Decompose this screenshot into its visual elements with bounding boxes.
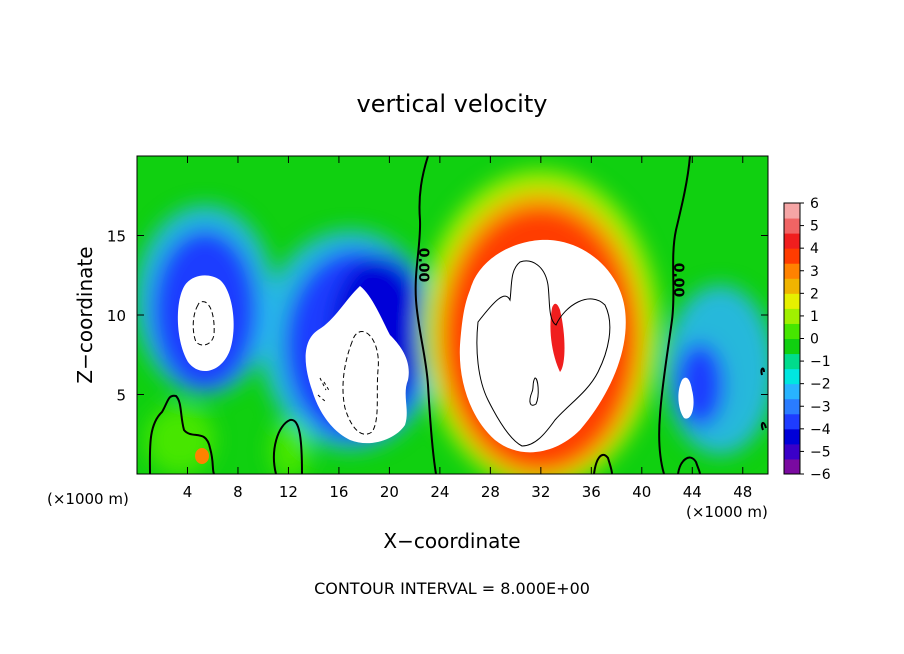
x-tick-label: 36: [582, 483, 601, 501]
colorbar-tick-label: 5: [810, 219, 819, 235]
x-tick-label: 16: [329, 483, 348, 501]
colorbar: 6 5 4 3 2 1 0 −1 −2 −3 −4 −5 −6: [783, 196, 831, 483]
colorbar-swatch: [784, 308, 800, 324]
colorbar-swatch: [784, 413, 800, 430]
x-tick-label: 32: [531, 483, 550, 501]
x-unit-left: (×1000 m): [47, 490, 129, 508]
colorbar-swatch: [784, 203, 800, 219]
colorbar-tick-label: 3: [810, 264, 819, 280]
colorbar-tick-label: −3: [810, 399, 831, 415]
chart-title: vertical velocity: [357, 90, 548, 118]
x-tick-label: 12: [279, 483, 298, 501]
x-tick-label: 44: [683, 483, 702, 501]
colorbar-swatch: [784, 368, 800, 385]
colorbar-swatch: [784, 458, 800, 475]
colorbar-swatch: [784, 428, 800, 445]
colorbar-swatch: [784, 233, 800, 249]
colorbar-tick-label: −5: [810, 444, 831, 460]
colorbar-swatch: [784, 248, 800, 264]
contour-label-left: 0.00: [415, 248, 431, 283]
y-axis: 5 10 15: [107, 228, 768, 405]
colorbar-swatch: [784, 443, 800, 460]
x-tick-label: 4: [183, 483, 193, 501]
colorbar-swatch: [784, 398, 800, 415]
velocity-field: 0.00 0.00: [137, 156, 768, 474]
colorbar-tick-label: 4: [810, 241, 819, 257]
colorbar-swatch: [784, 293, 800, 309]
y-tick-label: 10: [107, 307, 126, 325]
y-tick-label: 5: [116, 387, 126, 405]
colorbar-swatch: [784, 278, 800, 294]
colorbar-swatch: [784, 353, 800, 370]
contour-interval-footer: CONTOUR INTERVAL = 8.000E+00: [314, 579, 590, 598]
colorbar-swatch: [784, 383, 800, 400]
x-tick-label: 28: [481, 483, 500, 501]
colorbar-tick-label: 0: [810, 332, 819, 348]
x-tick-label: 24: [430, 483, 449, 501]
contour-label-right: 0.00: [670, 263, 686, 298]
colorbar-tick-label: −1: [810, 354, 831, 370]
colorbar-swatch: [784, 263, 800, 279]
updraft-core: [459, 239, 626, 453]
central-downdraft-core: [305, 286, 409, 444]
colorbar-tick-label: −6: [810, 467, 831, 483]
y-axis-label: Z−coordinate: [73, 246, 97, 383]
colorbar-tick-label: −2: [810, 377, 831, 393]
colorbar-tick-label: 6: [810, 196, 819, 212]
x-tick-label: 48: [733, 483, 752, 501]
colorbar-swatch: [784, 323, 800, 339]
right-downdraft-core: [678, 377, 694, 419]
colorbar-swatch: [784, 218, 800, 234]
x-tick-label: 20: [380, 483, 399, 501]
y-tick-label: 15: [107, 228, 126, 246]
zero-contour-right: [658, 156, 691, 474]
colorbar-tick-label: 2: [810, 286, 819, 302]
x-unit-right: (×1000 m): [686, 503, 768, 521]
left-downdraft-core: [177, 275, 234, 372]
x-axis-label: X−coordinate: [383, 529, 520, 553]
colorbar-swatch: [784, 338, 800, 355]
x-tick-label: 40: [632, 483, 651, 501]
colorbar-tick-label: −4: [810, 422, 831, 438]
x-tick-label: 8: [233, 483, 243, 501]
x-axis: 4 8 12 16 20 24 28 32 36 40 44 48: [183, 156, 752, 501]
colorbar-tick-label: 1: [810, 309, 819, 325]
zero-contour-left: [414, 156, 437, 474]
